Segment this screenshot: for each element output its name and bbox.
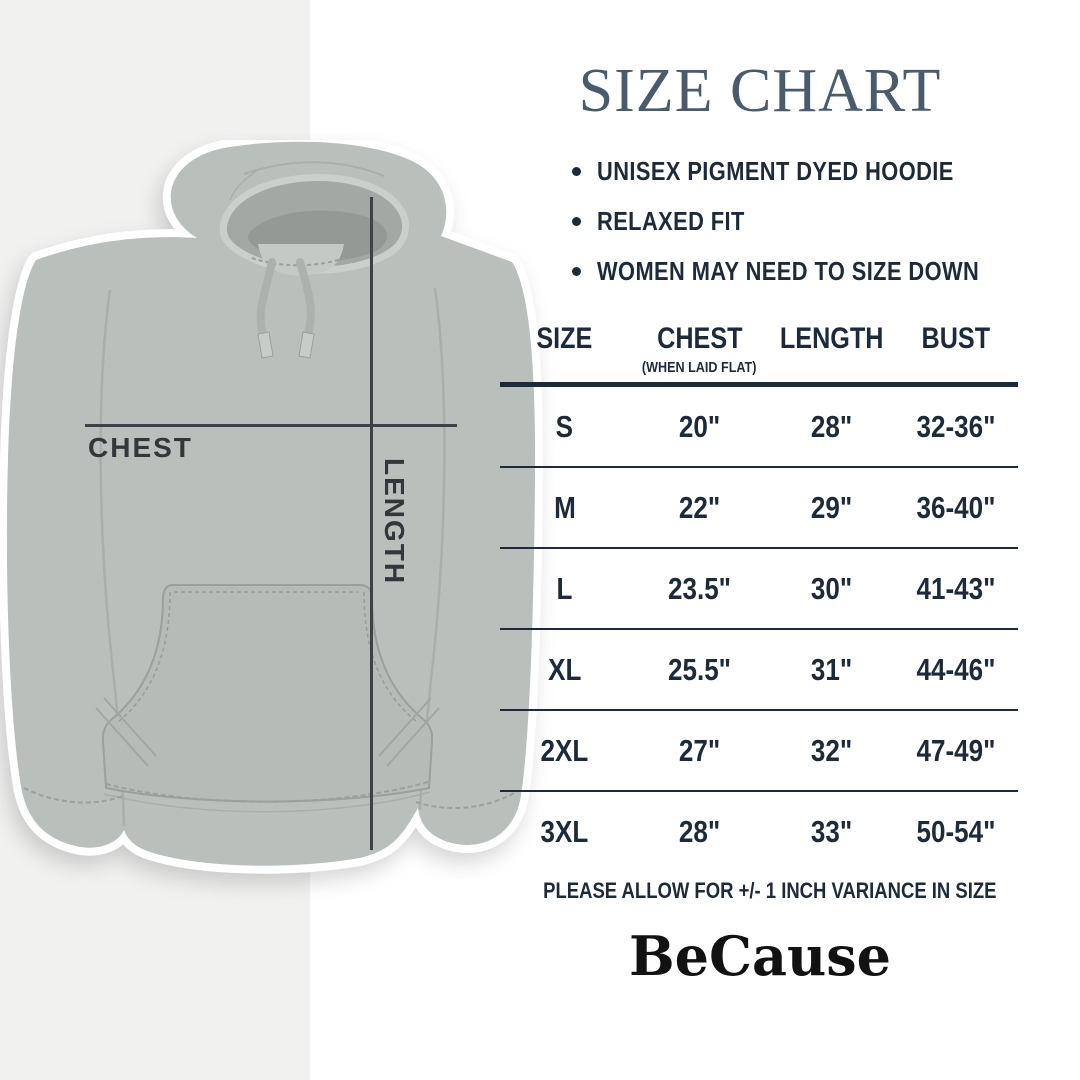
chest-measure-line (85, 424, 457, 427)
cell-bust: 47-49" (916, 732, 996, 768)
drawstring-left (256, 258, 276, 340)
cell-chest: 27" (678, 732, 721, 768)
table-row: M 22" 29" 36-40" (500, 468, 1018, 549)
cell-size: S (556, 408, 574, 444)
table-row: L 23.5" 30" 41-43" (500, 549, 1018, 630)
list-item: RELAXED FIT (572, 206, 1052, 236)
cell-chest: 23.5" (667, 570, 731, 606)
table-row: 2XL 27" 32" 47-49" (500, 711, 1018, 792)
cell-chest: 25.5" (667, 651, 731, 687)
cell-bust: 36-40" (916, 489, 996, 525)
table-row: S 20" 28" 32-36" (500, 387, 1018, 468)
table-row: XL 25.5" 31" 44-46" (500, 630, 1018, 711)
feature-text: WOMEN MAY NEED TO SIZE DOWN (597, 255, 980, 286)
table-header-row: SIZE CHEST (WHEN LAID FLAT) LENGTH BUST (500, 316, 1018, 387)
column-header-length: LENGTH (779, 322, 884, 355)
cell-size: L (556, 570, 573, 606)
cell-size: 2XL (540, 732, 589, 768)
variance-note: PLEASE ALLOW FOR +/- 1 INCH VARIANCE IN … (543, 878, 997, 903)
drawstring-right (296, 258, 315, 338)
column-header-size: SIZE (536, 322, 593, 355)
brand-logo: BeCause (629, 924, 891, 988)
chest-measure-label: CHEST (88, 432, 193, 463)
column-header-chest: CHEST (WHEN LAID FLAT) (642, 322, 757, 376)
bullet-dot-icon (572, 216, 581, 226)
bullet-dot-icon (572, 166, 581, 176)
cell-length: 31" (810, 651, 853, 687)
hoodie-body (6, 141, 536, 866)
cell-size: M (553, 489, 576, 525)
list-item: WOMEN MAY NEED TO SIZE DOWN (572, 256, 1052, 286)
cell-length: 30" (810, 570, 853, 606)
hoodie-photo (0, 140, 544, 874)
cell-bust: 41-43" (916, 570, 996, 606)
table-row: 3XL 28" 33" 50-54" (500, 792, 1018, 871)
cell-chest: 28" (678, 813, 721, 849)
cell-length: 32" (810, 732, 853, 768)
size-table: SIZE CHEST (WHEN LAID FLAT) LENGTH BUST … (500, 316, 1018, 871)
cell-size: 3XL (540, 813, 589, 849)
feature-list: UNISEX PIGMENT DYED HOODIE RELAXED FIT W… (572, 156, 1052, 306)
length-measure-line (370, 197, 373, 850)
cell-bust: 50-54" (916, 813, 996, 849)
cell-length: 33" (810, 813, 853, 849)
cell-chest: 22" (678, 489, 721, 525)
cell-chest: 20" (678, 408, 721, 444)
page-title: SIZE CHART (578, 57, 942, 125)
cell-size: XL (548, 651, 582, 687)
length-measure-label: LENGTH (379, 458, 410, 586)
column-header-bust: BUST (921, 322, 991, 355)
feature-text: UNISEX PIGMENT DYED HOODIE (597, 155, 954, 186)
cell-bust: 44-46" (916, 651, 996, 687)
bullet-dot-icon (572, 266, 581, 276)
cell-length: 29" (810, 489, 853, 525)
cell-length: 28" (810, 408, 853, 444)
chest-subnote: (WHEN LAID FLAT) (642, 359, 757, 376)
feature-text: RELAXED FIT (597, 205, 745, 236)
cell-bust: 32-36" (916, 408, 996, 444)
list-item: UNISEX PIGMENT DYED HOODIE (572, 156, 1052, 186)
